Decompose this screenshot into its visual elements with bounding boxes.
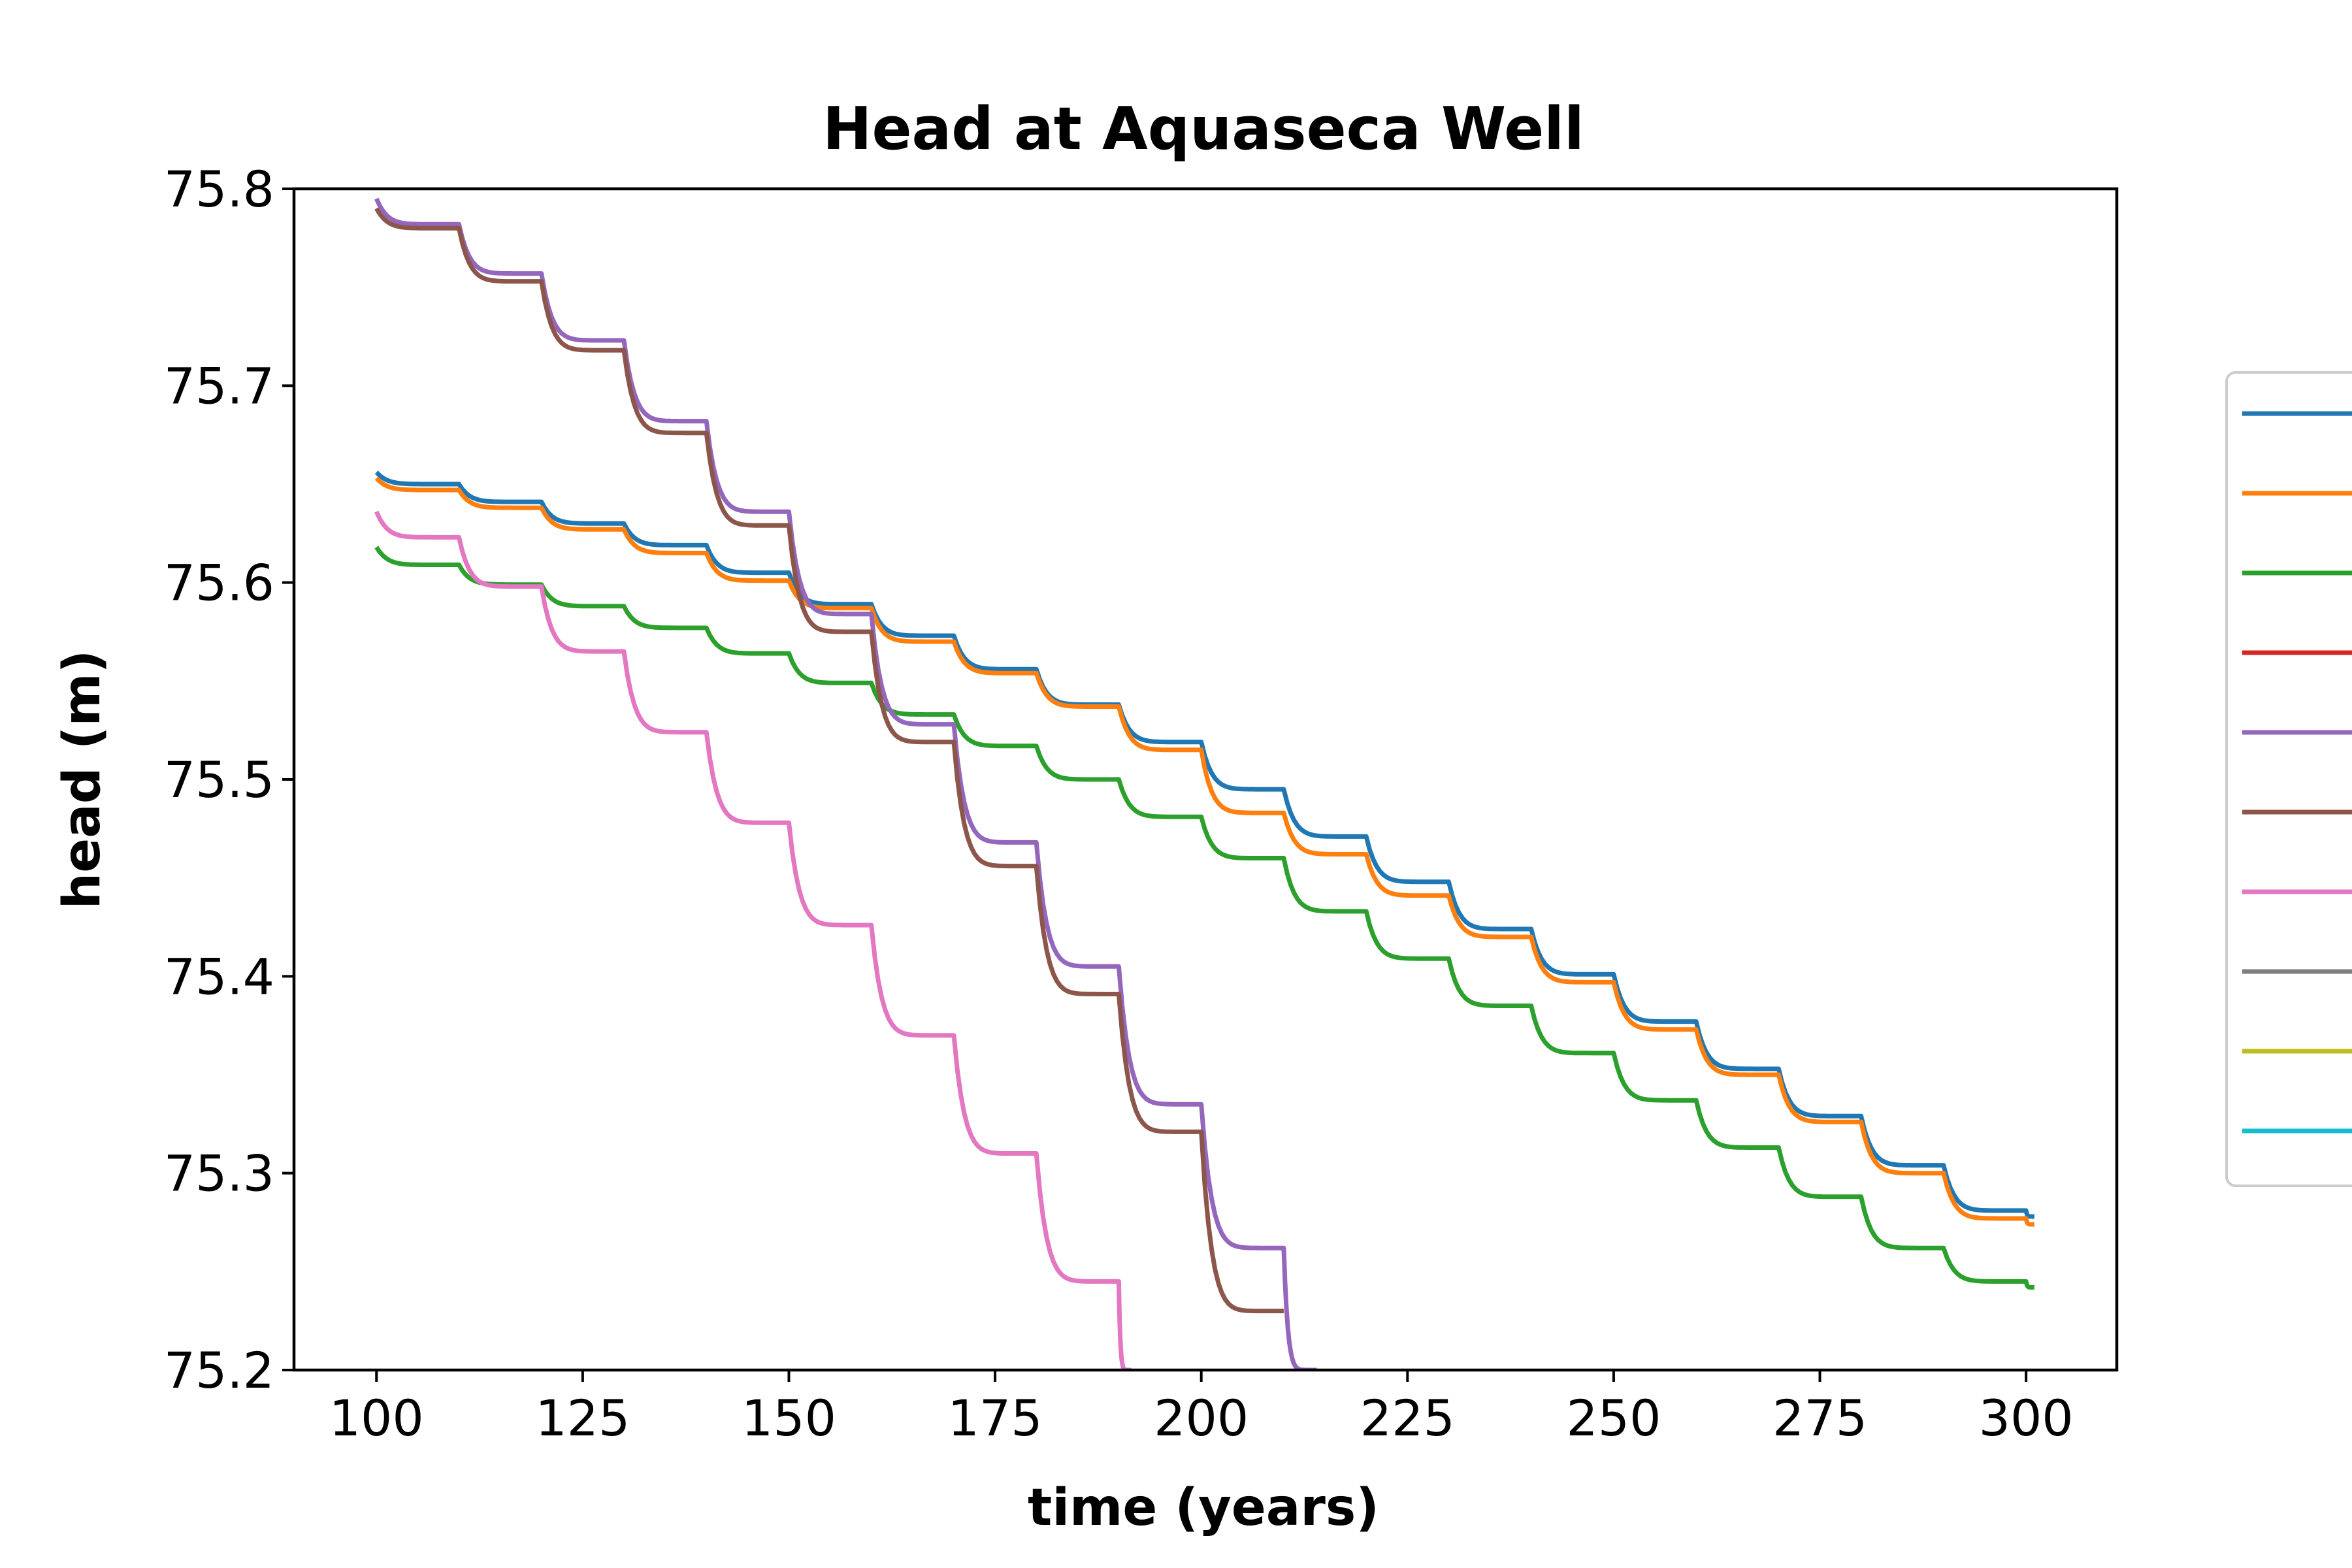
x-tick-label: 175 — [948, 1389, 1043, 1447]
x-tick-label: 150 — [742, 1389, 836, 1447]
series-line-5 — [374, 207, 1284, 1314]
y-tick-label: 75.3 — [164, 1145, 274, 1203]
x-tick-label: 250 — [1566, 1389, 1661, 1447]
x-tick-label: 200 — [1154, 1389, 1249, 1447]
series-layer — [374, 197, 2036, 1370]
y-tick-label: 75.6 — [164, 554, 274, 612]
x-tick-label: 300 — [1979, 1389, 2074, 1447]
x-tick-label: 225 — [1360, 1389, 1455, 1447]
y-tick-label: 75.2 — [164, 1341, 274, 1399]
legend-entries — [2242, 411, 2352, 1134]
chart-title: Head at Aquaseca Well — [823, 95, 1584, 163]
series-line-2 — [374, 546, 2036, 1290]
y-axis: 75.2 75.3 75.4 75.5 75.6 75.7 75.8 — [164, 160, 294, 1399]
y-tick-label: 75.5 — [164, 751, 274, 809]
y-axis-label: head (m) — [53, 650, 112, 909]
series-line-4 — [374, 197, 1318, 1370]
series-line-1 — [374, 476, 2036, 1227]
series-line-0 — [374, 470, 2036, 1219]
x-axis-label: time (years) — [1028, 1478, 1379, 1537]
y-tick-label: 75.4 — [164, 947, 274, 1005]
y-tick-label: 75.8 — [164, 160, 274, 218]
x-tick-label: 275 — [1772, 1389, 1867, 1447]
series-line-6 — [374, 510, 1134, 1370]
x-tick-label: 125 — [535, 1389, 630, 1447]
x-tick-label: 100 — [329, 1389, 424, 1447]
x-axis: 100 125 150 175 200 225 250 275 300 — [329, 1370, 2074, 1447]
y-tick-label: 75.7 — [164, 357, 274, 415]
legend-box — [2225, 371, 2352, 1187]
legend — [2225, 371, 2352, 1187]
